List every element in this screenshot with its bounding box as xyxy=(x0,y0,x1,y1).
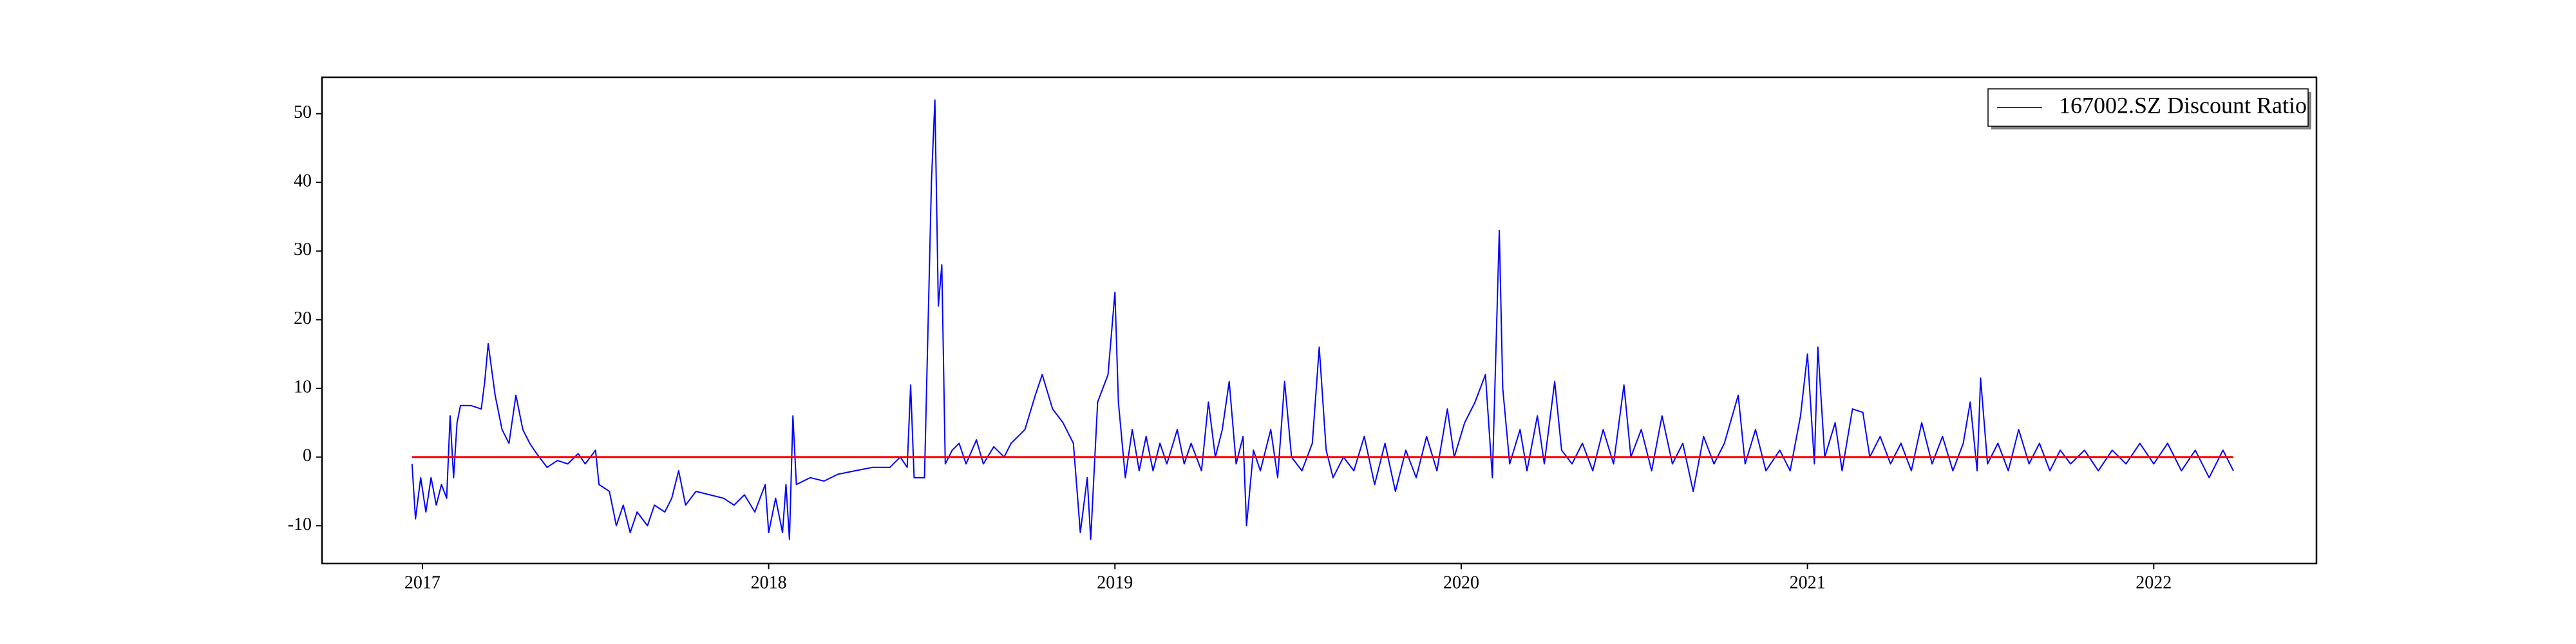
plot-frame xyxy=(321,76,2318,565)
x-tick-label: 2018 xyxy=(751,573,787,592)
y-tick-label: 50 xyxy=(294,102,312,122)
y-tick-label: -10 xyxy=(288,515,312,535)
y-tick-label: 40 xyxy=(294,171,312,191)
y-tick-label: 30 xyxy=(294,240,312,260)
x-tick-label: 2020 xyxy=(1443,573,1479,592)
y-tick-label: 10 xyxy=(294,377,312,397)
legend-label: 167002.SZ Discount Ratio xyxy=(2059,92,2307,118)
data-line xyxy=(411,99,2234,540)
y-tick-label: 0 xyxy=(303,446,312,466)
x-tick-label: 2017 xyxy=(404,573,440,592)
x-tick-label: 2019 xyxy=(1097,573,1133,592)
y-tick-label: 20 xyxy=(294,308,312,328)
x-tick-label: 2022 xyxy=(2136,573,2172,592)
x-tick-label: 2021 xyxy=(1790,573,1826,592)
